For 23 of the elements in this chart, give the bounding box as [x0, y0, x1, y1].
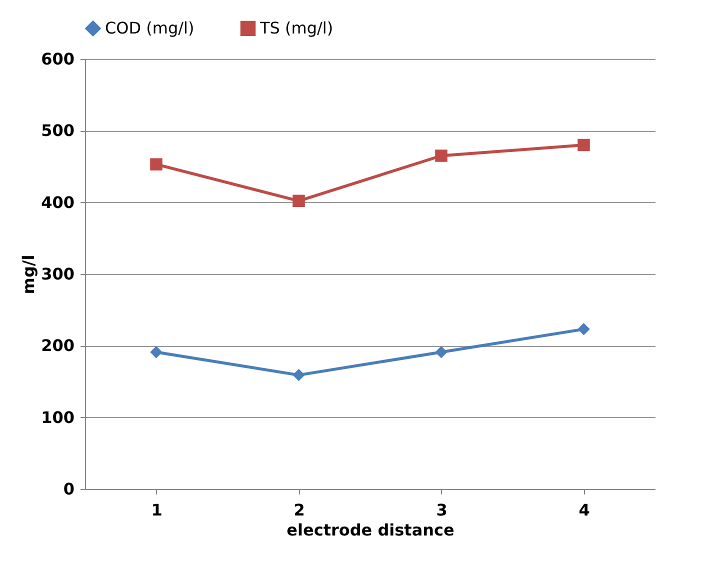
- y-tick-label: 600: [41, 50, 74, 68]
- y-axis-title: mg/l: [19, 254, 38, 294]
- point: [435, 150, 448, 162]
- y-tick-label: 200: [41, 336, 74, 356]
- point: [578, 323, 590, 336]
- y-tick-label: 300: [41, 264, 74, 284]
- x-tick-label: 1: [151, 500, 162, 520]
- point: [150, 346, 162, 358]
- x-axis-title: electrode distance: [286, 520, 454, 540]
- point: [150, 158, 162, 170]
- x-tick-label: 2: [294, 500, 305, 520]
- y-tick-label: 0: [63, 480, 74, 498]
- point: [578, 138, 590, 152]
- point: [435, 346, 448, 358]
- x-tick-label: 4: [578, 500, 590, 520]
- legend-label: COD (mg/l): [105, 18, 194, 38]
- legend-label: TS (mg/l): [259, 18, 334, 38]
- y-tick-label: 500: [41, 121, 74, 140]
- y-tick-label: 100: [41, 408, 74, 427]
- point: [292, 368, 305, 382]
- y-tick-label: 400: [41, 192, 74, 212]
- point: [292, 194, 305, 208]
- x-tick-label: 3: [436, 500, 448, 520]
